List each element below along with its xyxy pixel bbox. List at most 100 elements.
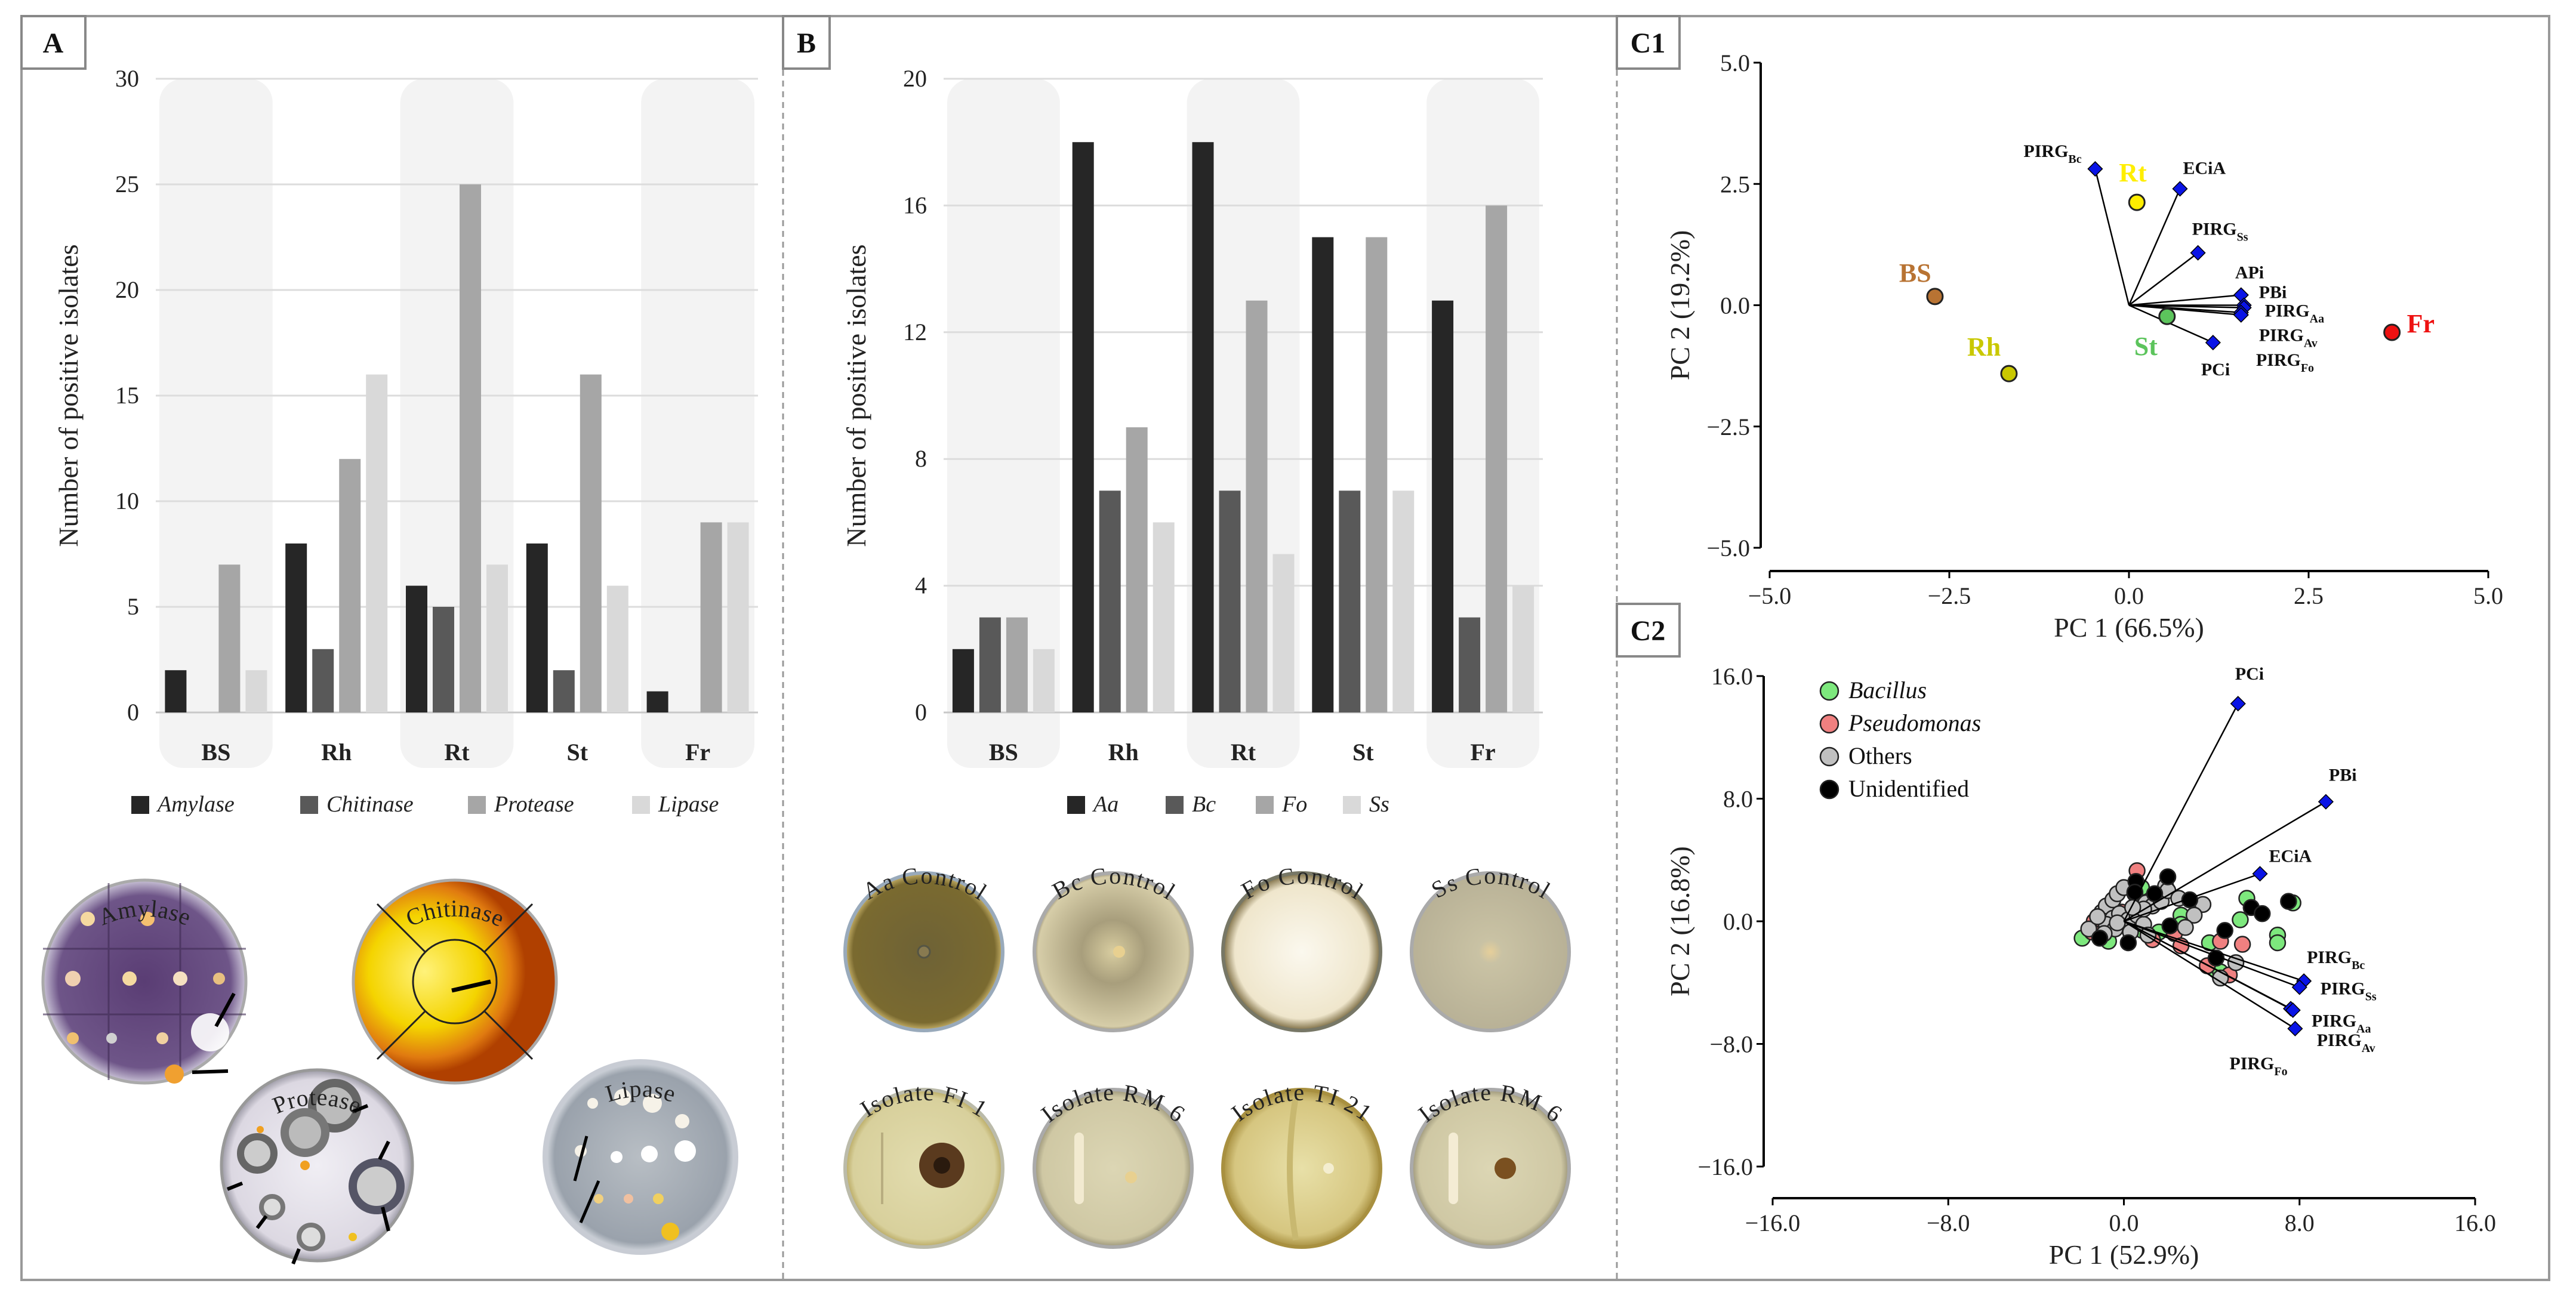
y-tick-label: −16.0 <box>1697 1153 1753 1180</box>
site-point <box>2000 365 2018 382</box>
figure-frame <box>20 15 2550 1281</box>
x-category-label: Rt <box>444 739 470 766</box>
bar-chitinase-rt <box>433 607 454 712</box>
isolate-point-unidentified <box>2181 891 2199 909</box>
category-band <box>1187 79 1300 768</box>
bar-amylase-rh <box>285 543 307 712</box>
bar-protease-st <box>580 374 602 712</box>
bar-lipase-fr <box>727 522 749 712</box>
y-axis-title: Number of positive isolates <box>53 244 84 547</box>
loading-label: PIRGFo <box>2229 1054 2287 1078</box>
loading-vector <box>2128 252 2199 306</box>
legend-label: Fo <box>1281 792 1307 817</box>
loading-vector <box>2123 920 2296 1029</box>
isolate-point-others <box>2089 908 2106 925</box>
bar-aa-st <box>1312 237 1334 712</box>
y-tick-label: 5.0 <box>1720 50 1750 76</box>
isolate-point-unidentified <box>2159 868 2177 886</box>
legend-label: Pseudomonas <box>1848 709 1981 736</box>
loading-vector <box>2123 801 2327 922</box>
legend-marker <box>1819 681 1839 701</box>
isolate-point-unidentified <box>2280 893 2297 910</box>
y-tick-label: 20 <box>903 65 927 92</box>
bar-amylase-bs <box>165 670 187 712</box>
x-tick-label: 5.0 <box>2473 582 2503 609</box>
loading-diamond <box>2172 181 2188 197</box>
isolate-point-others <box>2177 919 2194 936</box>
bar-fo-rh <box>1126 427 1148 712</box>
site-label: Rh <box>1967 332 2001 362</box>
x-tick-label: −8.0 <box>1927 1210 1970 1236</box>
isolate-point-bacillus <box>2232 911 2249 928</box>
bar-bc-rh <box>1099 490 1121 712</box>
x-category-label: Rh <box>1108 739 1139 766</box>
x-tick-label: −16.0 <box>1745 1210 1801 1236</box>
isolate-point-bacillus <box>2269 934 2287 952</box>
bar-protease-rt <box>460 184 481 712</box>
legend-label: Unidentified <box>1848 775 1969 802</box>
photo-isolate-rm6-b: Isolate RM 6 <box>1410 1079 1571 1249</box>
isolate-point-unidentified <box>2216 922 2233 939</box>
legend-label: Chitinase <box>326 792 414 817</box>
legend-swatch <box>1166 796 1184 814</box>
y-tick-label: 10 <box>115 488 139 514</box>
photo-ss-control: Ss Control <box>1410 862 1571 1032</box>
legend-marker <box>1819 714 1839 734</box>
bar-protease-rh <box>339 459 361 712</box>
legend-swatch <box>131 796 149 814</box>
loading-diamond <box>2190 245 2206 261</box>
y-tick-label: 0 <box>127 699 139 726</box>
y-tick-label: 0.0 <box>1723 908 1753 935</box>
bar-ss-fr <box>1512 585 1534 712</box>
legend-swatch <box>1067 796 1085 814</box>
legend-swatch <box>632 796 650 814</box>
bar-aa-rh <box>1072 142 1094 712</box>
loading-diamond <box>2287 1020 2303 1036</box>
bar-bc-st <box>1339 490 1361 712</box>
panel-label-a: A <box>20 15 87 70</box>
legend-swatch <box>1256 796 1274 814</box>
loading-diamond <box>2087 161 2103 177</box>
loading-vector <box>2124 920 2304 982</box>
x-tick-label: −5.0 <box>1748 582 1792 609</box>
photo-isolate-ti21: Isolate TI 21 <box>1221 1079 1382 1249</box>
panel-label-b: B <box>782 15 831 70</box>
bar-lipase-rh <box>366 374 388 712</box>
bar-ss-bs <box>1033 649 1055 712</box>
loading-label: APi <box>2235 263 2264 282</box>
legend-marker <box>1819 779 1839 800</box>
y-tick-label: 12 <box>903 319 927 345</box>
bar-fo-fr <box>1486 205 1508 712</box>
y-tick-label: 20 <box>115 276 139 303</box>
x-category-label: St <box>1352 739 1374 766</box>
bar-bc-rt <box>1219 490 1241 712</box>
bar-ss-st <box>1392 490 1415 712</box>
panel-letter-c1: C1 <box>1631 27 1666 59</box>
y-tick-label: 4 <box>915 572 927 599</box>
x-category-label: Fr <box>685 739 710 766</box>
y-tick-label: 0 <box>915 699 927 726</box>
y-tick-label: 30 <box>115 65 139 92</box>
loading-label: PIRGBc <box>2307 948 2365 972</box>
site-label: Rt <box>2119 158 2147 187</box>
loading-vector <box>2123 920 2294 1011</box>
photo-protease-plate: Protease <box>220 1068 414 1265</box>
x-category-label: Rt <box>1231 739 1256 766</box>
loading-label: PIRGAa <box>2312 1011 2371 1035</box>
bar-aa-rt <box>1192 142 1214 712</box>
bar-aa-bs <box>952 649 974 712</box>
bar-chart-enzymes: 0 5 10 15 20 25 30 Number of positive isolates B… <box>53 65 758 817</box>
y-tick-label: 8 <box>915 445 927 472</box>
bar-fo-st <box>1366 237 1388 712</box>
loading-vector <box>2124 920 2300 988</box>
bar-bc-fr <box>1459 617 1481 712</box>
isolate-point-others <box>2185 906 2203 924</box>
photo-isolate-fi1: Isolate FI 1 <box>843 1079 1004 1249</box>
x-axis-title: PC 1 (52.9%) <box>2049 1239 2199 1270</box>
site-point <box>2383 323 2401 341</box>
bar-chitinase-rh <box>312 649 334 712</box>
loading-label: PBi <box>2329 766 2357 785</box>
y-tick-label: −8.0 <box>1709 1031 1753 1058</box>
y-tick-label: 15 <box>115 382 139 409</box>
